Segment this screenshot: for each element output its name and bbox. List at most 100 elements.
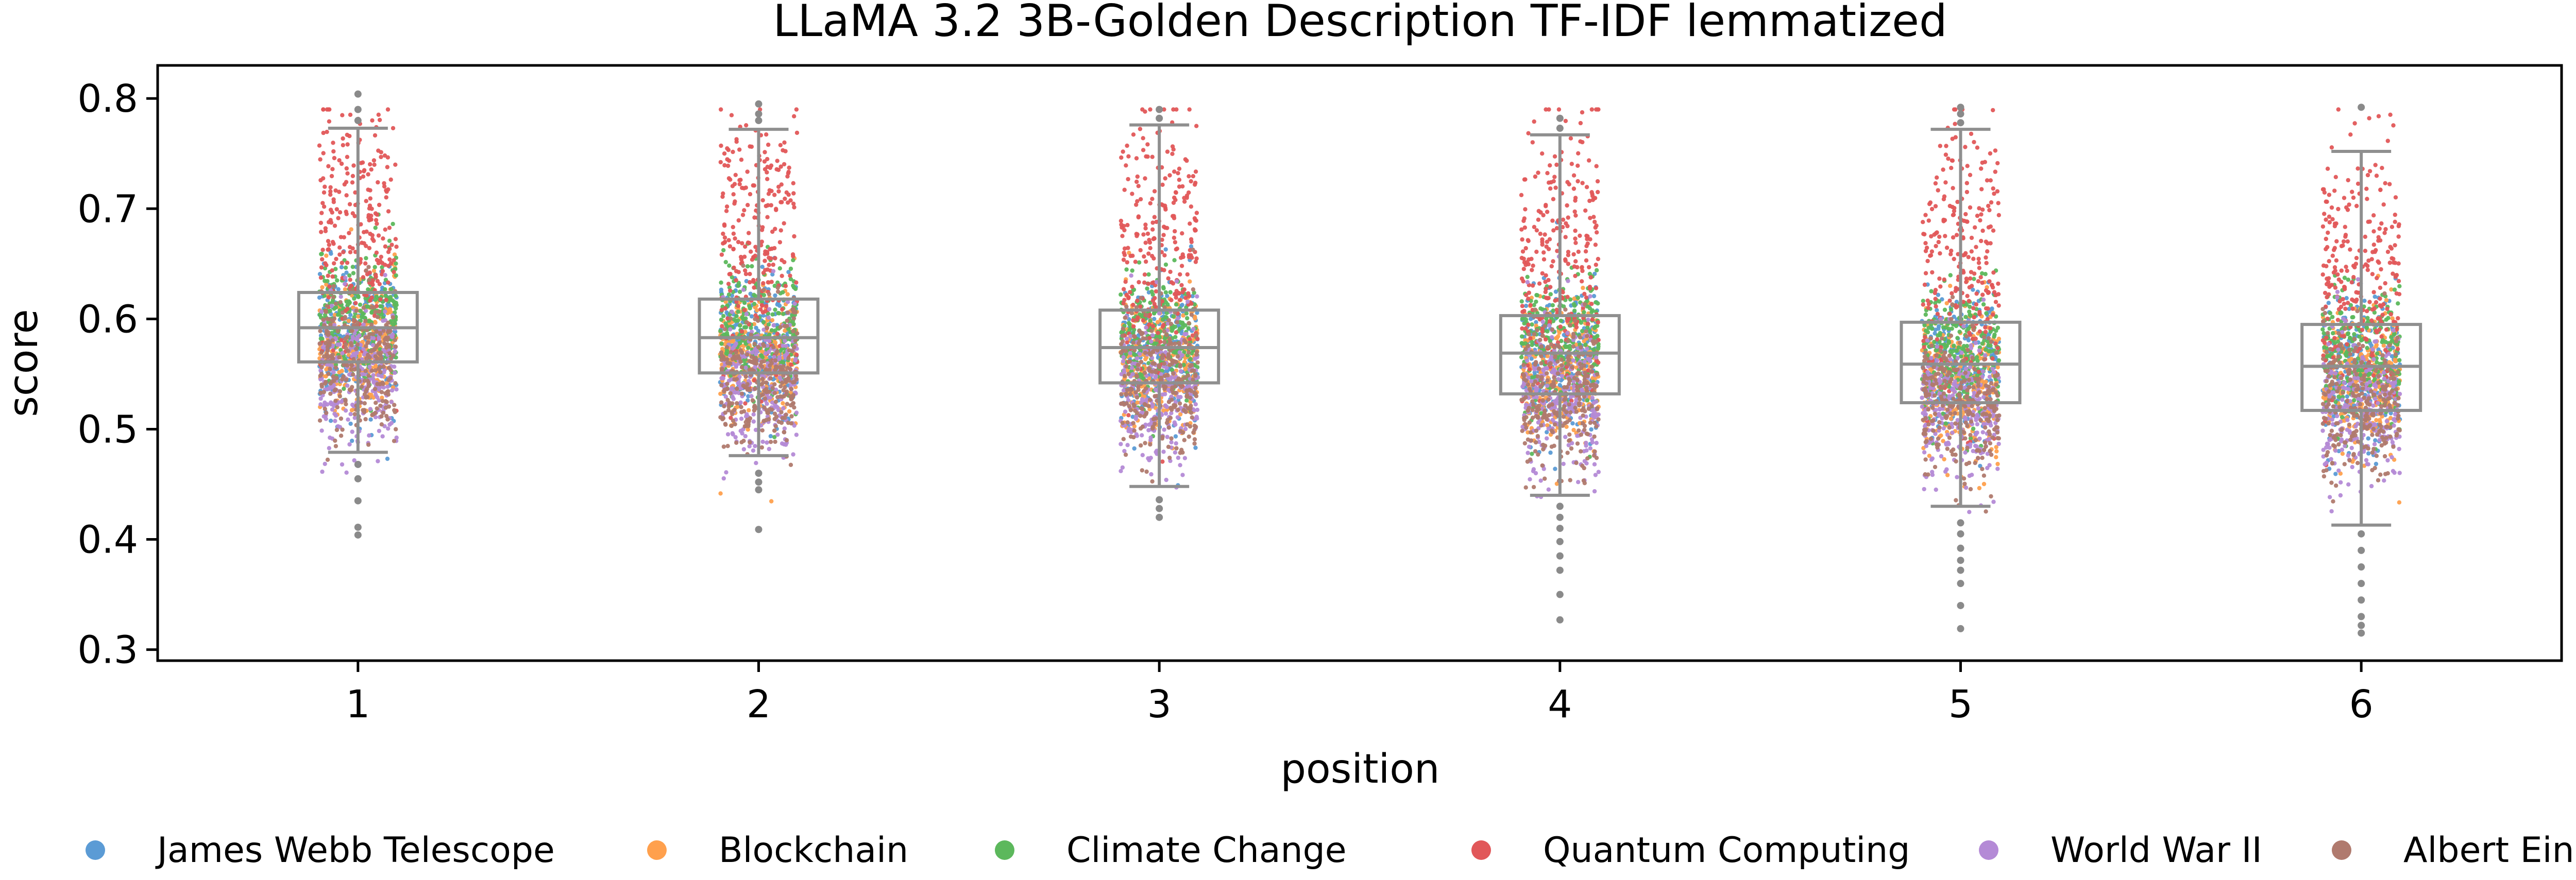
data-point xyxy=(2389,335,2394,339)
data-point xyxy=(318,275,324,280)
data-point xyxy=(1936,292,1941,297)
data-point xyxy=(328,189,333,194)
data-point xyxy=(2393,359,2398,364)
data-point xyxy=(746,394,751,399)
data-point xyxy=(1519,334,1524,339)
data-point xyxy=(736,239,741,245)
data-point xyxy=(777,266,783,271)
data-point xyxy=(377,117,382,123)
data-point xyxy=(388,177,393,182)
data-point xyxy=(364,199,368,203)
data-point xyxy=(369,167,374,172)
data-point xyxy=(1995,461,2000,467)
data-point xyxy=(2396,301,2400,306)
data-point xyxy=(353,301,358,305)
data-point xyxy=(383,287,387,291)
data-point xyxy=(326,247,331,252)
data-point xyxy=(1572,296,1577,301)
data-point xyxy=(768,355,772,360)
data-point xyxy=(346,319,351,323)
data-point xyxy=(337,189,342,194)
data-point xyxy=(724,209,729,213)
data-point xyxy=(2374,344,2379,349)
data-point xyxy=(384,189,389,194)
data-point xyxy=(372,133,378,138)
data-point xyxy=(2343,352,2348,356)
data-point xyxy=(350,246,355,251)
data-point xyxy=(326,295,331,300)
data-point xyxy=(341,136,345,141)
data-point xyxy=(791,191,796,196)
data-point xyxy=(1974,355,1979,359)
data-point xyxy=(744,279,749,284)
data-point xyxy=(742,325,747,330)
data-point xyxy=(1189,244,1194,249)
data-point xyxy=(385,165,389,169)
data-point xyxy=(2326,301,2331,305)
data-point xyxy=(341,143,345,148)
data-point xyxy=(344,270,349,275)
data-point xyxy=(1948,273,1953,278)
data-point xyxy=(1994,455,1998,459)
data-point xyxy=(736,309,740,314)
data-point xyxy=(1163,290,1168,295)
data-point xyxy=(1124,267,1129,272)
data-point xyxy=(1935,308,1939,313)
data-point xyxy=(2333,472,2338,476)
data-point xyxy=(350,305,355,310)
data-point xyxy=(1165,294,1170,298)
chart-title: LLaMA 3.2 3B-Golden Description TF-IDF l… xyxy=(773,0,1947,47)
data-point xyxy=(2321,331,2326,336)
data-point xyxy=(347,273,352,278)
data-point xyxy=(719,107,723,112)
data-point xyxy=(319,230,324,234)
data-point xyxy=(384,195,388,200)
data-point xyxy=(350,438,354,443)
data-point xyxy=(368,231,372,236)
data-point xyxy=(1572,308,1577,313)
data-point xyxy=(1188,357,1193,361)
data-point xyxy=(389,243,394,247)
data-point xyxy=(327,284,332,289)
data-point xyxy=(1185,316,1190,321)
data-point xyxy=(383,227,387,232)
data-point xyxy=(781,312,786,316)
data-point xyxy=(1948,416,1953,421)
data-point xyxy=(378,297,383,302)
data-point xyxy=(374,218,379,222)
data-point xyxy=(1948,284,1953,288)
data-point xyxy=(360,240,364,245)
data-point xyxy=(351,271,356,275)
data-point xyxy=(2344,296,2349,301)
data-point xyxy=(347,300,352,305)
data-point xyxy=(348,421,353,426)
data-point xyxy=(345,142,350,147)
data-point xyxy=(733,318,738,323)
data-point xyxy=(2340,452,2345,456)
data-point xyxy=(1596,346,1601,351)
data-point xyxy=(370,118,375,123)
data-point xyxy=(1550,303,1555,307)
data-point xyxy=(1971,426,1976,431)
data-point xyxy=(2326,354,2331,358)
data-point xyxy=(376,112,381,117)
data-point xyxy=(770,312,775,317)
data-point xyxy=(393,162,398,167)
data-point xyxy=(343,265,348,270)
data-point xyxy=(1534,320,1538,324)
data-point xyxy=(2351,315,2355,320)
data-point xyxy=(1942,342,1947,347)
data-point xyxy=(364,229,369,234)
data-point xyxy=(1534,292,1539,298)
data-point xyxy=(349,408,354,412)
data-point xyxy=(331,348,336,353)
data-point xyxy=(2357,334,2362,339)
data-point xyxy=(2397,358,2402,363)
data-point xyxy=(319,211,324,215)
data-point xyxy=(320,257,325,262)
data-point xyxy=(368,196,372,201)
data-point xyxy=(1174,302,1179,307)
data-point xyxy=(1571,302,1576,306)
data-point xyxy=(387,226,392,230)
data-point xyxy=(2320,327,2325,332)
